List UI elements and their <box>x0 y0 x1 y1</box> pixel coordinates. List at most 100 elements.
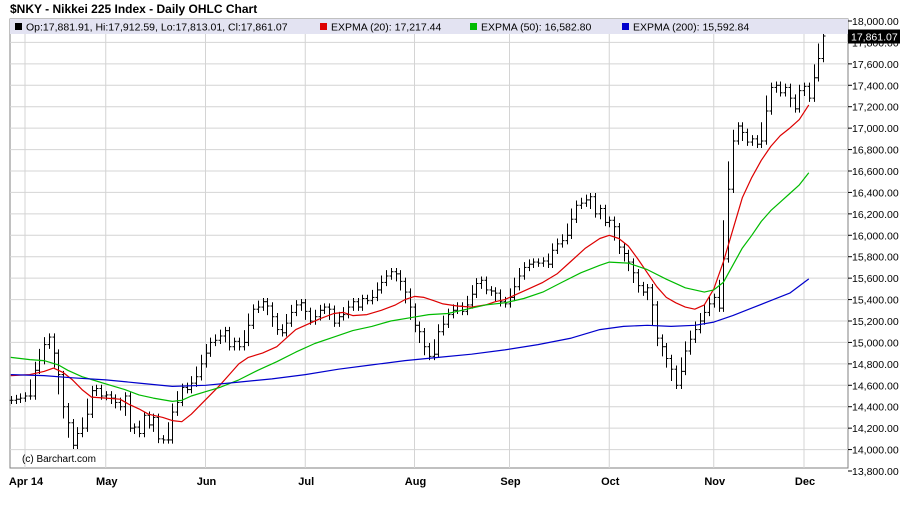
ohlc-bar <box>622 243 627 262</box>
ohlc-bar <box>351 297 356 311</box>
y-tick-label: 16,800.00 <box>852 145 899 157</box>
ohlc-bar <box>303 299 308 320</box>
ohlc-bar <box>565 223 570 245</box>
ohlc-bar <box>755 135 760 148</box>
ohlc-bar <box>560 234 565 248</box>
ohlc-bar <box>788 83 793 108</box>
ohlc-bar <box>151 413 156 432</box>
x-tick-label: Nov <box>704 476 726 488</box>
ohlc-bar <box>242 330 247 351</box>
ohlc-bar <box>603 204 608 227</box>
ohlc-bar <box>384 270 389 287</box>
ohlc-bar <box>550 243 555 268</box>
ohlc-bar <box>702 304 707 325</box>
ohlc-bar <box>764 95 769 145</box>
ohlc-bar <box>750 135 755 146</box>
ohlc-bar <box>816 43 821 82</box>
y-tick-label: 15,800.00 <box>852 252 899 264</box>
ohlc-bar <box>14 394 19 405</box>
ohlc-bar <box>80 417 85 438</box>
legend-bar: Op:17,881.91, Hi:17,912.59, Lo:17,813.01… <box>10 19 848 34</box>
ohlc-bar <box>256 300 261 313</box>
ohlc-bar <box>489 286 494 296</box>
ohlc-bar <box>731 129 736 193</box>
ohlc-bar <box>379 275 384 294</box>
ohlc-bar <box>294 300 299 317</box>
ohlc-bar <box>674 365 679 390</box>
ohlc-bar <box>807 82 812 102</box>
ohlc-bar <box>417 321 422 343</box>
ohlc-bar <box>47 333 52 349</box>
ohlc-bar <box>588 192 593 210</box>
ohlc-bar <box>536 258 541 267</box>
ohlc-bar <box>821 32 826 63</box>
ohlc-bar <box>308 307 313 325</box>
ohlc-bar <box>199 354 204 381</box>
ohlc-bar <box>194 366 199 387</box>
ohlc-bar <box>270 302 275 327</box>
ohlc-bar <box>432 339 437 361</box>
ohlc-bar <box>56 349 61 395</box>
ohlc-bar <box>527 259 532 272</box>
ema-line-20 <box>10 104 810 423</box>
ema20-legend-swatch <box>320 23 327 30</box>
ohlc-bar <box>593 192 598 218</box>
ema200-legend-swatch <box>622 23 629 30</box>
x-tick-label: Aug <box>405 476 426 488</box>
ohlc-bar <box>636 269 641 293</box>
ohlc-bar <box>156 413 161 444</box>
ohlc-bar <box>707 296 712 317</box>
ohlc-bar <box>299 299 304 311</box>
ohlc-bar <box>71 419 76 450</box>
ohlc-bar <box>579 197 584 210</box>
ohlc-bar <box>75 427 80 450</box>
ohlc-bar <box>318 304 323 321</box>
ohlc-bar <box>18 393 23 403</box>
ohlc-bar <box>265 297 270 316</box>
ohlc-bar <box>413 303 418 333</box>
ohlc-bar <box>683 341 688 376</box>
ohlc-bar <box>679 357 684 390</box>
ohlc-bar <box>607 216 612 228</box>
ohlc-bar <box>185 382 190 394</box>
ohlc-bar <box>493 287 498 302</box>
ohlc-bar <box>218 329 223 345</box>
ohlc-bar <box>389 267 394 280</box>
ohlc-bar <box>812 64 817 102</box>
ohlc-bar <box>712 293 717 308</box>
ohlc-bar <box>251 304 256 330</box>
ohlc-bar <box>484 276 489 295</box>
ohlc-bar <box>346 300 351 319</box>
y-tick-label: 17,400.00 <box>852 80 899 92</box>
ohlc-bar <box>289 304 294 327</box>
ohlc-bar <box>759 122 764 148</box>
last-price-marker: 17,861.07 <box>848 29 900 44</box>
y-tick-label: 16,200.00 <box>852 209 899 221</box>
ohlc-bar <box>460 302 465 316</box>
watermark: (c) Barchart.com <box>22 454 96 465</box>
y-tick-label: 18,000.00 <box>852 16 899 28</box>
y-tick-label: 14,200.00 <box>852 423 899 435</box>
x-tick-label: Oct <box>601 476 620 488</box>
ohlc-bar <box>512 277 517 302</box>
ohlc-bar <box>28 379 33 400</box>
ohlc-bar <box>52 333 57 368</box>
ohlc-bar <box>522 262 527 280</box>
ohlc-bar <box>137 420 142 438</box>
ohlc-bar <box>94 384 99 396</box>
ohlc-bar <box>422 327 427 356</box>
y-tick-label: 17,000.00 <box>852 123 899 135</box>
ohlc-bar <box>232 337 237 351</box>
ohlc-bar <box>688 330 693 355</box>
ohlc-bar <box>631 258 636 283</box>
ohlc-bar <box>280 324 285 337</box>
ohlc-bar <box>474 278 479 298</box>
ohlc-bar <box>275 312 280 335</box>
ohlc-bar <box>441 315 446 336</box>
ohlc-bar <box>123 392 128 416</box>
ohlc-bar <box>90 385 95 418</box>
y-tick-label: 14,600.00 <box>852 380 899 392</box>
ohlc-bar <box>85 398 90 432</box>
ohlc-bar <box>104 391 109 401</box>
